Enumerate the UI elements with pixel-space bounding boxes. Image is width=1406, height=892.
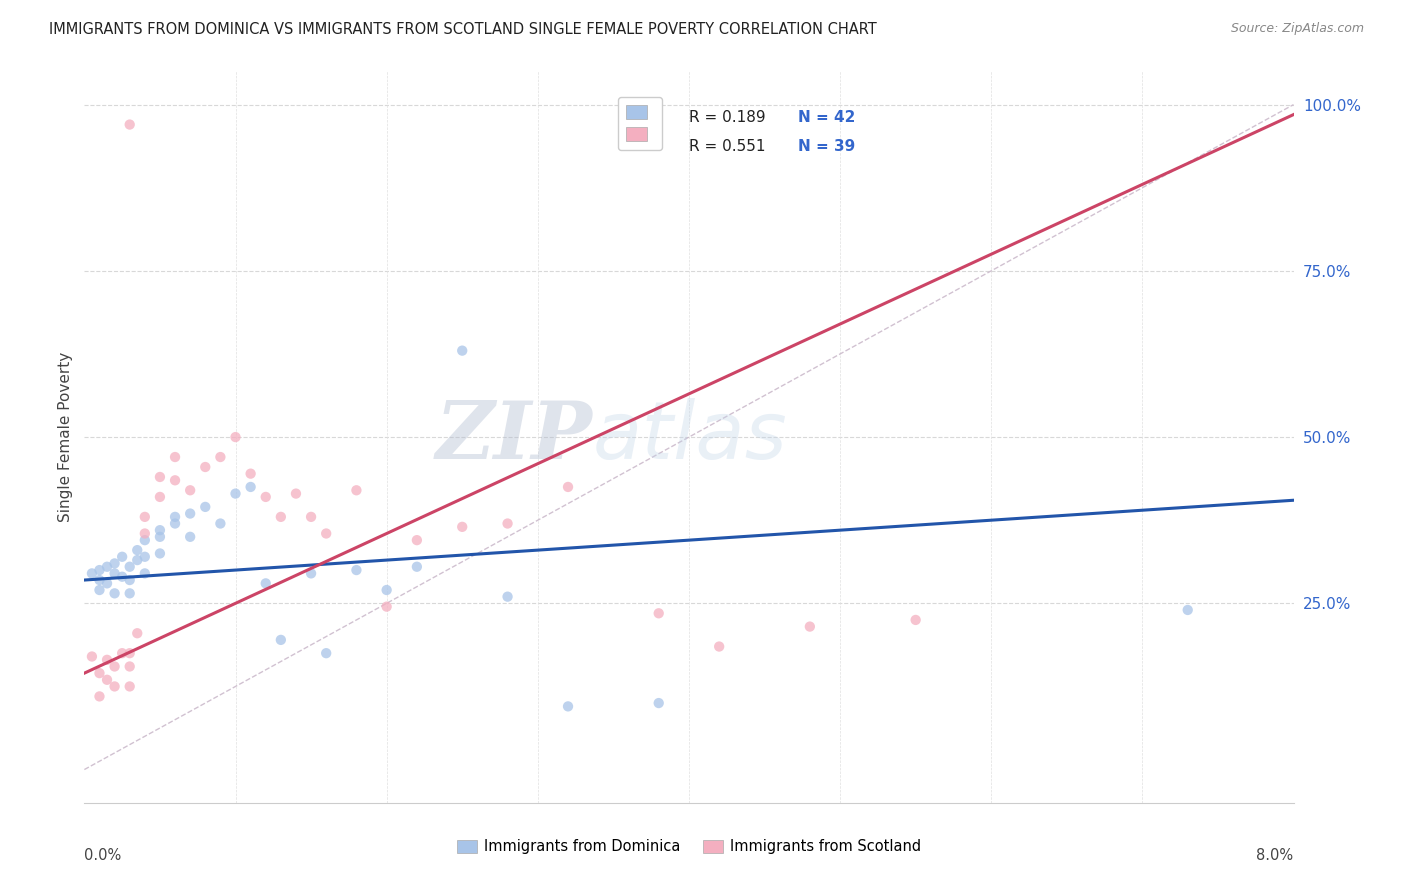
Point [96, 673, 118, 687]
Point [96, 559, 118, 574]
Point [134, 509, 156, 524]
Point [127, 626, 149, 640]
Text: R = 0.189: R = 0.189 [689, 110, 765, 125]
Point [111, 646, 134, 660]
Point [118, 659, 141, 673]
Point [134, 566, 156, 581]
Point [89, 563, 111, 577]
Point [648, 607, 671, 621]
Point [225, 430, 247, 444]
Point [96, 576, 118, 591]
Point [315, 646, 337, 660]
Text: 0.0%: 0.0% [84, 848, 121, 863]
Point [299, 566, 322, 581]
Point [165, 516, 187, 531]
Point [165, 509, 187, 524]
Point [104, 557, 127, 571]
Y-axis label: Single Female Poverty: Single Female Poverty [58, 352, 73, 522]
Point [165, 473, 187, 487]
Point [315, 526, 337, 541]
Point [406, 533, 429, 548]
Point [118, 118, 141, 132]
Point [496, 590, 519, 604]
Point [557, 480, 579, 494]
Point [254, 490, 277, 504]
Point [209, 450, 232, 464]
Point [346, 483, 368, 498]
Point [270, 509, 292, 524]
Text: N = 42: N = 42 [797, 110, 855, 125]
Point [1177, 603, 1199, 617]
Point [127, 553, 149, 567]
Point [96, 653, 118, 667]
Point [127, 543, 149, 558]
Text: R = 0.551: R = 0.551 [689, 139, 765, 154]
Point [209, 516, 232, 531]
Text: IMMIGRANTS FROM DOMINICA VS IMMIGRANTS FROM SCOTLAND SINGLE FEMALE POVERTY CORRE: IMMIGRANTS FROM DOMINICA VS IMMIGRANTS F… [49, 22, 877, 37]
Point [134, 533, 156, 548]
Point [179, 530, 201, 544]
Point [451, 343, 474, 358]
Point [194, 500, 217, 514]
Point [799, 619, 821, 633]
Text: N = 39: N = 39 [797, 139, 855, 154]
Point [239, 480, 262, 494]
Point [89, 666, 111, 681]
Point [149, 530, 172, 544]
Text: atlas: atlas [592, 398, 787, 476]
Point [104, 566, 127, 581]
Point [104, 659, 127, 673]
Legend: Immigrants from Dominica, Immigrants from Scotland: Immigrants from Dominica, Immigrants fro… [450, 831, 928, 862]
Point [165, 450, 187, 464]
Point [709, 640, 731, 654]
Point [111, 549, 134, 564]
Point [134, 549, 156, 564]
Point [375, 582, 398, 597]
Point [118, 680, 141, 694]
Point [375, 599, 398, 614]
Point [118, 559, 141, 574]
Point [149, 546, 172, 560]
Point [557, 699, 579, 714]
Point [149, 490, 172, 504]
Point [648, 696, 671, 710]
Text: 8.0%: 8.0% [1257, 848, 1294, 863]
Point [406, 559, 429, 574]
Point [270, 632, 292, 647]
Point [111, 570, 134, 584]
Point [299, 509, 322, 524]
Point [89, 690, 111, 704]
Point [346, 563, 368, 577]
Text: ZIP: ZIP [436, 399, 592, 475]
Point [118, 586, 141, 600]
Point [496, 516, 519, 531]
Point [149, 470, 172, 484]
Point [104, 680, 127, 694]
Point [80, 649, 103, 664]
Point [89, 573, 111, 587]
Point [225, 486, 247, 500]
Point [194, 460, 217, 475]
Point [149, 523, 172, 537]
Point [179, 507, 201, 521]
Point [179, 483, 201, 498]
Point [80, 566, 103, 581]
Point [89, 582, 111, 597]
Point [118, 646, 141, 660]
Point [254, 576, 277, 591]
Point [118, 573, 141, 587]
Point [239, 467, 262, 481]
Text: Source: ZipAtlas.com: Source: ZipAtlas.com [1230, 22, 1364, 36]
Point [904, 613, 927, 627]
Point [104, 586, 127, 600]
Point [134, 526, 156, 541]
Point [451, 520, 474, 534]
Point [285, 486, 308, 500]
